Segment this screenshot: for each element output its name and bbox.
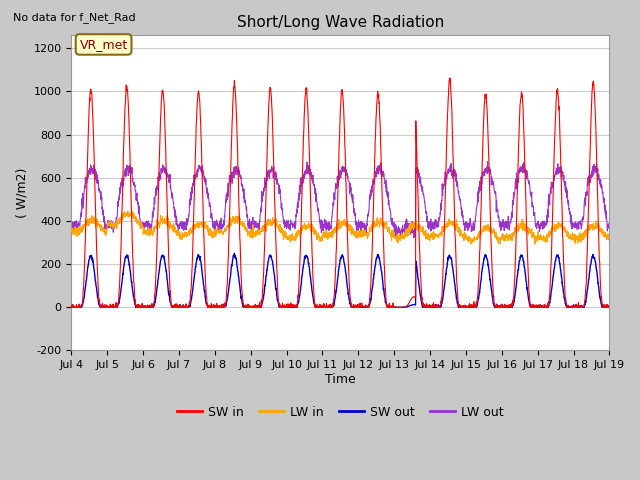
- Y-axis label: ( W/m2): ( W/m2): [15, 168, 28, 218]
- Legend: SW in, LW in, SW out, LW out: SW in, LW in, SW out, LW out: [172, 401, 509, 424]
- Title: Short/Long Wave Radiation: Short/Long Wave Radiation: [237, 15, 444, 30]
- X-axis label: Time: Time: [325, 373, 356, 386]
- Text: No data for f_Net_Rad: No data for f_Net_Rad: [13, 12, 136, 23]
- Text: VR_met: VR_met: [79, 38, 128, 51]
